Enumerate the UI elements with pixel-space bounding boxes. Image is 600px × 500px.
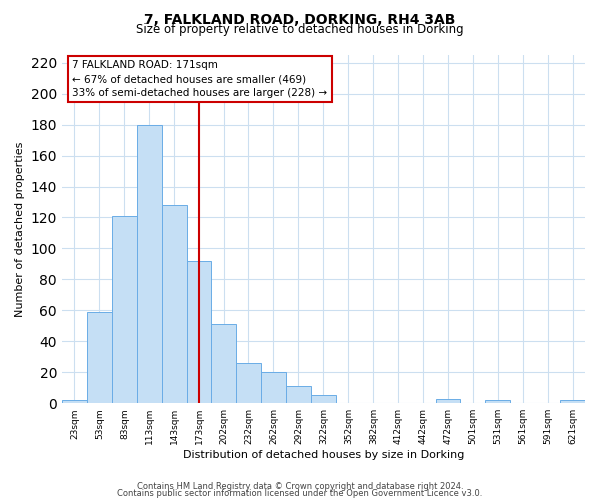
Bar — [211, 324, 236, 403]
Bar — [62, 400, 87, 403]
Bar — [236, 363, 261, 403]
Text: Size of property relative to detached houses in Dorking: Size of property relative to detached ho… — [136, 22, 464, 36]
Text: Contains HM Land Registry data © Crown copyright and database right 2024.: Contains HM Land Registry data © Crown c… — [137, 482, 463, 491]
Text: 7 FALKLAND ROAD: 171sqm
← 67% of detached houses are smaller (469)
33% of semi-d: 7 FALKLAND ROAD: 171sqm ← 67% of detache… — [73, 60, 328, 98]
Bar — [560, 400, 585, 403]
Text: 7, FALKLAND ROAD, DORKING, RH4 3AB: 7, FALKLAND ROAD, DORKING, RH4 3AB — [145, 12, 455, 26]
Y-axis label: Number of detached properties: Number of detached properties — [15, 142, 25, 317]
Bar — [87, 312, 112, 403]
Bar — [137, 124, 162, 403]
Bar — [112, 216, 137, 403]
Bar — [485, 400, 510, 403]
Text: Contains public sector information licensed under the Open Government Licence v3: Contains public sector information licen… — [118, 489, 482, 498]
Bar — [261, 372, 286, 403]
Bar — [436, 398, 460, 403]
Bar — [187, 261, 211, 403]
X-axis label: Distribution of detached houses by size in Dorking: Distribution of detached houses by size … — [183, 450, 464, 460]
Bar — [286, 386, 311, 403]
Bar — [162, 205, 187, 403]
Bar — [311, 396, 336, 403]
